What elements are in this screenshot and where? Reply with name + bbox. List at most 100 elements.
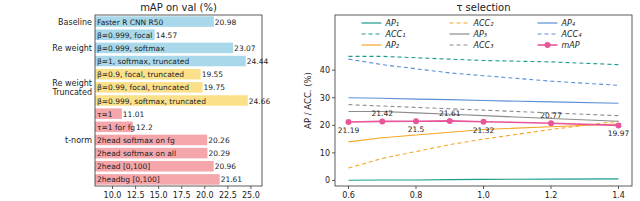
legend-swatch [538, 33, 558, 34]
bar [95, 95, 248, 106]
x-tick [250, 186, 251, 189]
category-label: β=0.9, focal, truncated [97, 70, 184, 79]
series-line [349, 59, 619, 85]
category-label: β=0.999, softmax, truncated [97, 97, 206, 106]
data-label: 21.19 [338, 126, 360, 135]
x-tick-label: 17.5 [173, 191, 191, 200]
data-label: 24.44 [247, 57, 269, 66]
legend-swatch [450, 33, 470, 34]
category-label: τ=1 [97, 110, 113, 119]
x-tick-label: 22.5 [219, 191, 237, 200]
group-label-line: Re weight [52, 79, 92, 88]
x-tick-label: 10.0 [104, 191, 122, 200]
x-tick-label: 0.6 [342, 191, 355, 200]
x-tick [416, 186, 417, 189]
x-tick [181, 186, 182, 189]
x-tick-label: 1.2 [545, 191, 558, 200]
x-tick-label: 1.4 [612, 191, 625, 200]
group-label: t-norm [65, 136, 92, 145]
bars [95, 16, 248, 184]
group-label-line: Truncated [51, 88, 92, 97]
x-tick [551, 186, 552, 189]
data-label: 21.61 [221, 175, 243, 184]
data-label: 14.57 [156, 31, 178, 40]
legend-label: ACC₄ [561, 30, 583, 39]
legend-swatch [450, 44, 470, 45]
bar [95, 69, 201, 80]
data-label: 12.2 [136, 123, 153, 132]
data-label: 23.07 [234, 44, 256, 53]
y-tick [332, 97, 335, 98]
category-label: β=0.999, softmax [97, 44, 165, 53]
legend-swatch [362, 33, 382, 34]
lines [346, 56, 622, 180]
series-line [349, 98, 619, 104]
x-tick-label: 0.8 [410, 191, 423, 200]
legend-marker [545, 42, 551, 48]
legend-label: ACC₂ [473, 19, 495, 28]
legend-swatch [362, 44, 382, 45]
data-label: 20.77 [540, 111, 562, 120]
bar [95, 82, 202, 93]
bar [95, 135, 207, 146]
category-label: 2head softmax on all [97, 149, 176, 158]
group-label: Re weightTruncated [51, 79, 92, 97]
x-tick [227, 186, 228, 189]
legend-swatch [538, 22, 558, 23]
category-label: β=0.99, focal, truncated [97, 83, 189, 92]
data-label: 20.96 [215, 162, 237, 171]
legend-label: AP₄ [561, 19, 576, 28]
y-tick-label: 20 [320, 121, 330, 130]
data-label: 19.97 [608, 129, 630, 138]
point-marker [548, 120, 554, 126]
y-tick [332, 125, 335, 126]
bar [95, 56, 246, 67]
y-tick [332, 70, 335, 71]
data-label: 21.61 [439, 109, 461, 118]
data-label: 21.32 [473, 126, 495, 135]
data-label: 19.75 [203, 83, 225, 92]
legend: AP₁ACC₁AP₂ACC₂AP₃ACC₃AP₄ACC₄mAP [362, 19, 583, 50]
category-label: β=1, softmax, truncated [97, 57, 189, 66]
legend-label: ACC₁ [385, 30, 406, 39]
x-tick [204, 186, 205, 189]
legend-label: AP₃ [473, 30, 488, 39]
point-marker [447, 118, 453, 124]
group-label: Baseline [58, 18, 92, 27]
x-tick [158, 186, 159, 189]
x-tick-label: 12.5 [127, 191, 145, 200]
category-label: 2head [0,100] [97, 162, 150, 171]
bar [95, 148, 207, 159]
data-label: 20.98 [215, 18, 237, 27]
bar [95, 108, 122, 119]
y-tick-label: 0 [325, 176, 330, 185]
point-marker [616, 122, 622, 128]
legend-label: mAP [562, 41, 580, 50]
series-line [349, 56, 619, 64]
data-label: 20.29 [208, 149, 230, 158]
bar-labels: Faster R CNN R5020.98Baselineβ=0.999, fo… [51, 18, 270, 185]
legend-label: AP₁ [385, 19, 400, 28]
plot-frame [335, 15, 632, 186]
chart-title: mAP on val (%) [140, 2, 217, 13]
group-label-line: t-norm [65, 136, 92, 145]
category-label: Faster R CNN R50 [97, 18, 164, 27]
y-tick-label: 30 [320, 94, 330, 103]
x-tick [483, 186, 484, 189]
x-tick-label: 25.0 [242, 191, 260, 200]
x-tick-label: 1.0 [477, 191, 490, 200]
group-label-line: Re weight [52, 44, 92, 53]
bar [95, 43, 233, 54]
plot-frame [95, 15, 262, 186]
legend-swatch [450, 22, 470, 23]
legend-label: ACC₃ [473, 41, 494, 50]
y-tick [332, 180, 335, 181]
y-tick-label: 10 [320, 149, 330, 158]
category-label: 2headbg [0,100] [97, 175, 160, 184]
y-axis-label: AP / ACC. (%) [303, 72, 313, 129]
data-label: 20.26 [208, 136, 230, 145]
bar [95, 161, 214, 172]
group-label-line: Baseline [58, 18, 92, 27]
series-line [349, 121, 619, 168]
x-tick [618, 186, 619, 189]
